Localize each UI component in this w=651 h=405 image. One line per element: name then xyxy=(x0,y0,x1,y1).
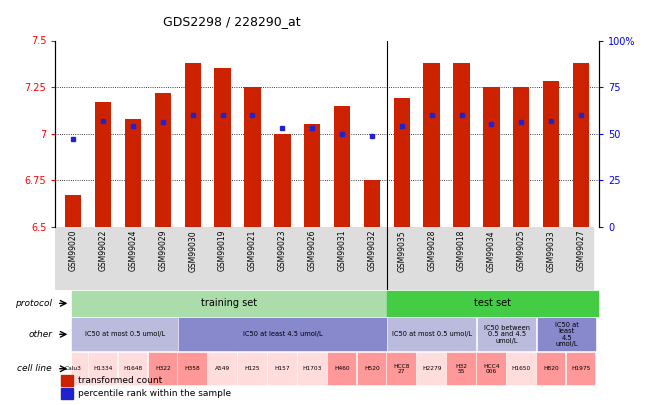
Bar xyxy=(184,63,201,227)
Text: H520: H520 xyxy=(364,366,380,371)
Bar xyxy=(148,353,177,385)
Text: A549: A549 xyxy=(215,366,230,371)
Text: percentile rank within the sample: percentile rank within the sample xyxy=(78,389,231,398)
Bar xyxy=(65,195,81,227)
Bar xyxy=(537,353,566,385)
Text: H1650: H1650 xyxy=(512,366,531,371)
Text: HCC4
006: HCC4 006 xyxy=(483,364,500,374)
Text: IC50 at
least
4.5
umol/L: IC50 at least 4.5 umol/L xyxy=(555,322,579,347)
Bar xyxy=(538,318,596,350)
Bar xyxy=(478,318,536,350)
Bar xyxy=(543,81,559,227)
Text: GSM99028: GSM99028 xyxy=(427,230,436,271)
Text: Calu3: Calu3 xyxy=(65,366,81,371)
Text: GSM99019: GSM99019 xyxy=(218,230,227,271)
Text: protocol: protocol xyxy=(15,299,52,308)
Bar xyxy=(513,87,529,227)
Bar xyxy=(125,119,141,227)
Bar xyxy=(394,98,410,227)
Bar xyxy=(118,353,147,385)
Text: GSM99035: GSM99035 xyxy=(397,230,406,272)
Bar xyxy=(72,318,178,350)
Text: GSM99026: GSM99026 xyxy=(308,230,316,271)
Bar xyxy=(483,87,499,227)
Bar xyxy=(89,353,117,385)
Bar xyxy=(244,87,260,227)
Bar xyxy=(364,180,380,227)
Text: GSM99020: GSM99020 xyxy=(69,230,77,271)
Text: other: other xyxy=(28,330,52,339)
Text: GSM99027: GSM99027 xyxy=(577,230,585,271)
Text: IC50 at most 0.5 umol/L: IC50 at most 0.5 umol/L xyxy=(393,331,473,337)
Bar xyxy=(179,318,387,350)
Bar xyxy=(566,353,595,385)
Text: H32
55: H32 55 xyxy=(456,364,467,374)
Text: IC50 between
0.5 and 4.5
umol/L: IC50 between 0.5 and 4.5 umol/L xyxy=(484,325,530,344)
Bar xyxy=(453,63,470,227)
Text: H820: H820 xyxy=(543,366,559,371)
Text: IC50 at least 4.5 umol/L: IC50 at least 4.5 umol/L xyxy=(243,331,323,337)
Text: training set: training set xyxy=(201,298,257,308)
Text: GSM99022: GSM99022 xyxy=(98,230,107,271)
Text: H460: H460 xyxy=(334,366,350,371)
Text: H1975: H1975 xyxy=(572,366,590,371)
Bar xyxy=(214,68,231,227)
Bar xyxy=(327,353,356,385)
Bar xyxy=(357,353,386,385)
Text: GSM99034: GSM99034 xyxy=(487,230,496,272)
Text: GSM99021: GSM99021 xyxy=(248,230,257,271)
Text: GSM99023: GSM99023 xyxy=(278,230,287,271)
Text: GSM99032: GSM99032 xyxy=(367,230,376,271)
Text: test set: test set xyxy=(475,298,512,308)
Bar xyxy=(72,291,387,316)
Text: H157: H157 xyxy=(275,366,290,371)
Bar xyxy=(268,353,297,385)
Text: H2279: H2279 xyxy=(422,366,441,371)
Bar xyxy=(423,63,440,227)
Text: GSM99030: GSM99030 xyxy=(188,230,197,272)
Bar xyxy=(573,63,589,227)
Text: cell line: cell line xyxy=(18,364,52,373)
Text: GSM99025: GSM99025 xyxy=(517,230,526,271)
Bar xyxy=(387,353,416,385)
Bar xyxy=(155,93,171,227)
Text: GSM99024: GSM99024 xyxy=(128,230,137,271)
Bar xyxy=(304,124,320,227)
Text: H358: H358 xyxy=(185,366,201,371)
Text: H1334: H1334 xyxy=(94,366,113,371)
Bar xyxy=(208,353,237,385)
Text: GSM99018: GSM99018 xyxy=(457,230,466,271)
Text: IC50 at most 0.5 umol/L: IC50 at most 0.5 umol/L xyxy=(85,331,165,337)
Bar xyxy=(61,375,73,386)
Bar xyxy=(274,134,290,227)
Text: H1703: H1703 xyxy=(303,366,322,371)
Text: GDS2298 / 228290_at: GDS2298 / 228290_at xyxy=(163,15,300,28)
Text: H322: H322 xyxy=(155,366,171,371)
Bar xyxy=(61,388,73,399)
Text: GSM99031: GSM99031 xyxy=(338,230,346,271)
Text: transformed count: transformed count xyxy=(78,376,162,385)
Bar xyxy=(477,353,506,385)
Bar xyxy=(298,353,327,385)
Text: H1648: H1648 xyxy=(124,366,143,371)
Text: GSM99029: GSM99029 xyxy=(158,230,167,271)
Bar xyxy=(72,353,88,385)
Bar xyxy=(387,291,599,316)
Bar xyxy=(389,318,477,350)
Bar xyxy=(417,353,446,385)
Bar xyxy=(507,353,536,385)
Text: HCC8
27: HCC8 27 xyxy=(394,364,410,374)
Bar xyxy=(447,353,476,385)
Bar xyxy=(178,353,207,385)
Text: GSM99033: GSM99033 xyxy=(547,230,556,272)
Bar xyxy=(95,102,111,227)
Bar xyxy=(334,106,350,227)
Bar xyxy=(238,353,267,385)
Text: H125: H125 xyxy=(245,366,260,371)
